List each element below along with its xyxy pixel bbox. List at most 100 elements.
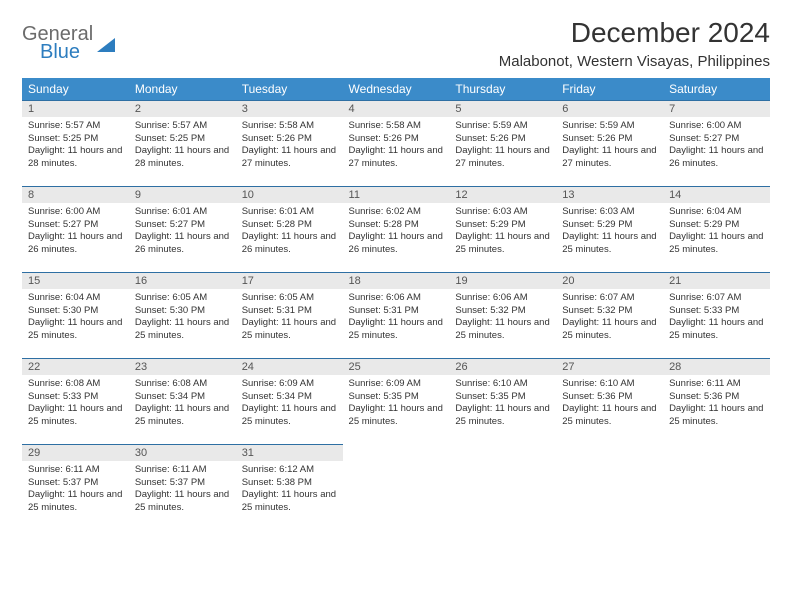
day-body: Sunrise: 6:07 AMSunset: 5:33 PMDaylight:… (663, 289, 770, 347)
calendar-cell: 23Sunrise: 6:08 AMSunset: 5:34 PMDayligh… (129, 358, 236, 444)
day-number: 2 (129, 100, 236, 117)
day-body: Sunrise: 6:02 AMSunset: 5:28 PMDaylight:… (343, 203, 450, 261)
day-body: Sunrise: 6:12 AMSunset: 5:38 PMDaylight:… (236, 461, 343, 519)
day-number: 9 (129, 186, 236, 203)
calendar-cell: 31Sunrise: 6:12 AMSunset: 5:38 PMDayligh… (236, 444, 343, 530)
calendar-cell: 20Sunrise: 6:07 AMSunset: 5:32 PMDayligh… (556, 272, 663, 358)
calendar-cell: 3Sunrise: 5:58 AMSunset: 5:26 PMDaylight… (236, 100, 343, 186)
day-body: Sunrise: 6:10 AMSunset: 5:36 PMDaylight:… (556, 375, 663, 433)
calendar-table: SundayMondayTuesdayWednesdayThursdayFrid… (22, 78, 770, 530)
day-body: Sunrise: 6:01 AMSunset: 5:27 PMDaylight:… (129, 203, 236, 261)
day-body: Sunrise: 6:04 AMSunset: 5:29 PMDaylight:… (663, 203, 770, 261)
day-body: Sunrise: 5:59 AMSunset: 5:26 PMDaylight:… (556, 117, 663, 175)
calendar-cell: 21Sunrise: 6:07 AMSunset: 5:33 PMDayligh… (663, 272, 770, 358)
calendar-cell: 8Sunrise: 6:00 AMSunset: 5:27 PMDaylight… (22, 186, 129, 272)
calendar-cell: 28Sunrise: 6:11 AMSunset: 5:36 PMDayligh… (663, 358, 770, 444)
day-body: Sunrise: 6:08 AMSunset: 5:34 PMDaylight:… (129, 375, 236, 433)
day-body: Sunrise: 6:04 AMSunset: 5:30 PMDaylight:… (22, 289, 129, 347)
day-body: Sunrise: 5:58 AMSunset: 5:26 PMDaylight:… (343, 117, 450, 175)
calendar-cell: 11Sunrise: 6:02 AMSunset: 5:28 PMDayligh… (343, 186, 450, 272)
day-number: 8 (22, 186, 129, 203)
day-number: 10 (236, 186, 343, 203)
calendar-head: SundayMondayTuesdayWednesdayThursdayFrid… (22, 78, 770, 100)
day-number: 29 (22, 444, 129, 461)
calendar-cell: 5Sunrise: 5:59 AMSunset: 5:26 PMDaylight… (449, 100, 556, 186)
day-number: 22 (22, 358, 129, 375)
day-number: 21 (663, 272, 770, 289)
calendar-cell: 24Sunrise: 6:09 AMSunset: 5:34 PMDayligh… (236, 358, 343, 444)
day-number: 25 (343, 358, 450, 375)
day-body: Sunrise: 6:03 AMSunset: 5:29 PMDaylight:… (449, 203, 556, 261)
calendar-cell (449, 444, 556, 530)
calendar-cell: 1Sunrise: 5:57 AMSunset: 5:25 PMDaylight… (22, 100, 129, 186)
weekday-header: Sunday (22, 78, 129, 100)
day-number: 14 (663, 186, 770, 203)
day-number: 28 (663, 358, 770, 375)
day-body: Sunrise: 5:58 AMSunset: 5:26 PMDaylight:… (236, 117, 343, 175)
header: General Blue December 2024 Malabonot, We… (22, 18, 770, 70)
calendar-cell: 26Sunrise: 6:10 AMSunset: 5:35 PMDayligh… (449, 358, 556, 444)
day-number: 19 (449, 272, 556, 289)
calendar-body: 1Sunrise: 5:57 AMSunset: 5:25 PMDaylight… (22, 100, 770, 530)
calendar-page: General Blue December 2024 Malabonot, We… (0, 0, 792, 540)
day-body: Sunrise: 6:00 AMSunset: 5:27 PMDaylight:… (22, 203, 129, 261)
day-number: 7 (663, 100, 770, 117)
calendar-cell (663, 444, 770, 530)
calendar-cell: 6Sunrise: 5:59 AMSunset: 5:26 PMDaylight… (556, 100, 663, 186)
day-number: 3 (236, 100, 343, 117)
calendar-cell: 29Sunrise: 6:11 AMSunset: 5:37 PMDayligh… (22, 444, 129, 530)
day-number: 18 (343, 272, 450, 289)
day-body: Sunrise: 6:06 AMSunset: 5:31 PMDaylight:… (343, 289, 450, 347)
weekday-header: Tuesday (236, 78, 343, 100)
calendar-cell: 7Sunrise: 6:00 AMSunset: 5:27 PMDaylight… (663, 100, 770, 186)
calendar-row: 8Sunrise: 6:00 AMSunset: 5:27 PMDaylight… (22, 186, 770, 272)
day-body: Sunrise: 6:07 AMSunset: 5:32 PMDaylight:… (556, 289, 663, 347)
day-body: Sunrise: 6:11 AMSunset: 5:36 PMDaylight:… (663, 375, 770, 433)
calendar-cell: 15Sunrise: 6:04 AMSunset: 5:30 PMDayligh… (22, 272, 129, 358)
day-body: Sunrise: 6:08 AMSunset: 5:33 PMDaylight:… (22, 375, 129, 433)
calendar-cell: 27Sunrise: 6:10 AMSunset: 5:36 PMDayligh… (556, 358, 663, 444)
calendar-row: 22Sunrise: 6:08 AMSunset: 5:33 PMDayligh… (22, 358, 770, 444)
day-number: 15 (22, 272, 129, 289)
calendar-row: 1Sunrise: 5:57 AMSunset: 5:25 PMDaylight… (22, 100, 770, 186)
calendar-cell: 19Sunrise: 6:06 AMSunset: 5:32 PMDayligh… (449, 272, 556, 358)
day-number: 23 (129, 358, 236, 375)
day-body: Sunrise: 6:11 AMSunset: 5:37 PMDaylight:… (129, 461, 236, 519)
day-body: Sunrise: 6:05 AMSunset: 5:31 PMDaylight:… (236, 289, 343, 347)
day-body: Sunrise: 6:00 AMSunset: 5:27 PMDaylight:… (663, 117, 770, 175)
day-number: 24 (236, 358, 343, 375)
brand-word-2: Blue (40, 42, 93, 62)
day-body: Sunrise: 6:09 AMSunset: 5:34 PMDaylight:… (236, 375, 343, 433)
day-body: Sunrise: 6:06 AMSunset: 5:32 PMDaylight:… (449, 289, 556, 347)
calendar-cell: 12Sunrise: 6:03 AMSunset: 5:29 PMDayligh… (449, 186, 556, 272)
day-body: Sunrise: 6:01 AMSunset: 5:28 PMDaylight:… (236, 203, 343, 261)
day-number: 12 (449, 186, 556, 203)
calendar-row: 29Sunrise: 6:11 AMSunset: 5:37 PMDayligh… (22, 444, 770, 530)
day-number: 1 (22, 100, 129, 117)
calendar-cell: 22Sunrise: 6:08 AMSunset: 5:33 PMDayligh… (22, 358, 129, 444)
calendar-cell: 2Sunrise: 5:57 AMSunset: 5:25 PMDaylight… (129, 100, 236, 186)
day-number: 31 (236, 444, 343, 461)
calendar-cell (343, 444, 450, 530)
location-text: Malabonot, Western Visayas, Philippines (499, 53, 770, 70)
month-title: December 2024 (499, 18, 770, 49)
day-number: 5 (449, 100, 556, 117)
day-body: Sunrise: 5:57 AMSunset: 5:25 PMDaylight:… (129, 117, 236, 175)
weekday-header: Thursday (449, 78, 556, 100)
brand-logo: General Blue (22, 18, 115, 62)
day-body: Sunrise: 5:57 AMSunset: 5:25 PMDaylight:… (22, 117, 129, 175)
day-number: 4 (343, 100, 450, 117)
day-number: 16 (129, 272, 236, 289)
calendar-cell: 4Sunrise: 5:58 AMSunset: 5:26 PMDaylight… (343, 100, 450, 186)
calendar-cell: 10Sunrise: 6:01 AMSunset: 5:28 PMDayligh… (236, 186, 343, 272)
calendar-cell (556, 444, 663, 530)
day-number: 26 (449, 358, 556, 375)
weekday-header: Monday (129, 78, 236, 100)
title-block: December 2024 Malabonot, Western Visayas… (499, 18, 770, 70)
day-number: 20 (556, 272, 663, 289)
calendar-cell: 18Sunrise: 6:06 AMSunset: 5:31 PMDayligh… (343, 272, 450, 358)
calendar-cell: 17Sunrise: 6:05 AMSunset: 5:31 PMDayligh… (236, 272, 343, 358)
calendar-cell: 16Sunrise: 6:05 AMSunset: 5:30 PMDayligh… (129, 272, 236, 358)
brand-sail-icon (97, 38, 115, 52)
day-number: 17 (236, 272, 343, 289)
